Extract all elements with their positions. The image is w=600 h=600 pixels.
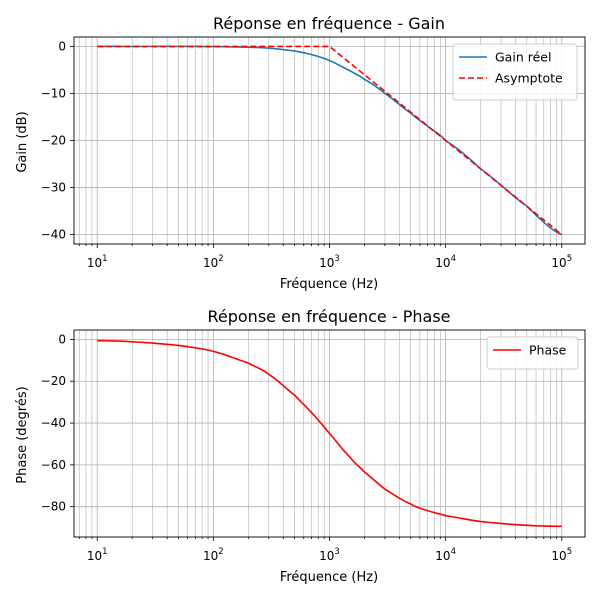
phase-legend-box [486, 336, 579, 370]
gain-legend-label: Gain réel [495, 50, 551, 65]
gain-y-axis-label: Gain (dB) [15, 111, 30, 172]
gain-x-tick-label: 103 [319, 254, 340, 270]
gain-x-tick-label: 104 [435, 254, 456, 270]
phase-x-tick-label: 102 [203, 547, 224, 563]
phase-y-tick-label: −40 [41, 416, 66, 430]
gain-x-tick-label: 101 [87, 254, 108, 270]
phase-y-tick-label: 0 [58, 332, 66, 346]
gain-chart-title: Réponse en fréquence - Gain [213, 14, 445, 33]
phase-subplot: Réponse en fréquence - Phase Fréquence (… [15, 307, 586, 585]
gain-y-tick-label: −40 [41, 228, 66, 242]
phase-x-tick-label: 105 [551, 547, 572, 563]
gain-x-axis-label: Fréquence (Hz) [280, 277, 378, 292]
gain-x-tick-label: 102 [203, 254, 224, 270]
gain-legend-box [452, 43, 578, 101]
phase-series-phase [97, 339, 562, 528]
gain-y-tick-label: −20 [41, 134, 66, 148]
phase-legend: Phase [486, 336, 579, 370]
phase-x-tick-label: 104 [435, 547, 456, 563]
gain-subplot: Réponse en fréquence - Gain Fréquence (H… [15, 14, 586, 292]
gain-x-tick-label: 105 [551, 254, 572, 270]
gain-y-tick-label: 0 [58, 39, 66, 53]
gain-y-tick-label: −30 [41, 181, 66, 195]
phase-chart-title: Réponse en fréquence - Phase [207, 307, 450, 326]
phase-legend-label: Phase [529, 343, 567, 358]
phase-y-tick-label: −60 [41, 458, 66, 472]
phase-y-tick-label: −20 [41, 374, 66, 388]
gain-grid [74, 37, 585, 244]
phase-grid [74, 330, 585, 537]
phase-x-tick-label: 101 [87, 547, 108, 563]
phase-x-axis-label: Fréquence (Hz) [280, 570, 378, 585]
gain-legend-label: Asymptote [495, 71, 563, 86]
gain-series-asymptote [97, 45, 563, 236]
gain-y-tick-label: −10 [41, 86, 66, 100]
gain-legend: Gain réel Asymptote [452, 43, 578, 101]
phase-y-tick-label: −80 [41, 500, 66, 514]
phase-x-tick-label: 103 [319, 547, 340, 563]
phase-y-axis-label: Phase (degrés) [15, 386, 30, 483]
